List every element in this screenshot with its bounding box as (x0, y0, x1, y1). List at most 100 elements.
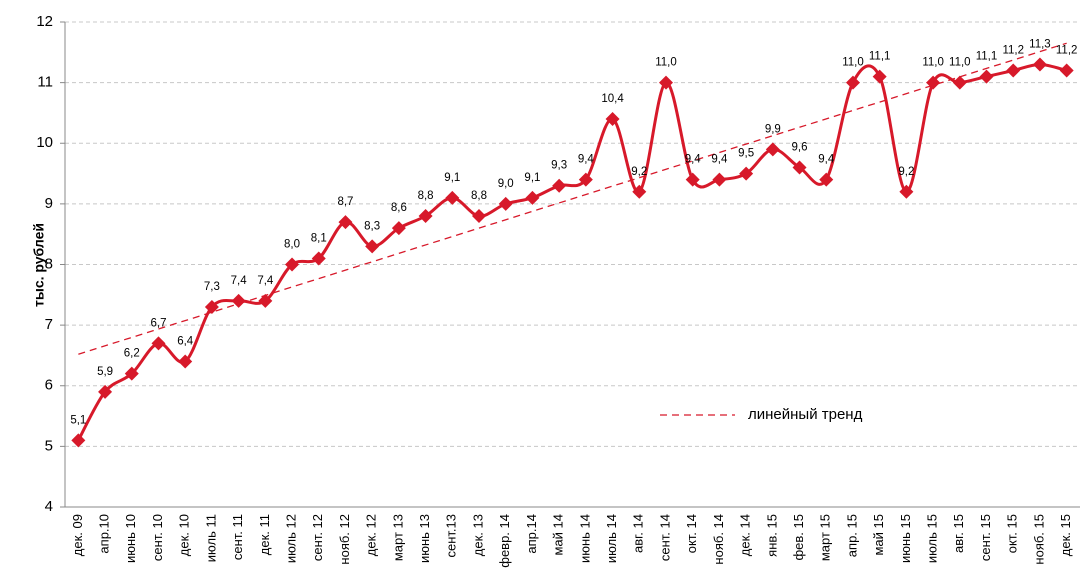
x-tick-label: авг. 15 (951, 514, 966, 553)
marker (124, 366, 139, 381)
y-tick-label: 7 (45, 316, 53, 333)
data-label: 9,6 (792, 142, 808, 154)
y-axis-title: тыс. рублей (31, 223, 47, 307)
data-label: 9,2 (898, 166, 914, 178)
data-label: 9,1 (524, 172, 540, 184)
marker (979, 69, 994, 84)
data-label: 11,0 (949, 57, 971, 69)
marker (98, 384, 113, 399)
x-tick-label: янв. 15 (764, 514, 779, 557)
data-label: 8,3 (364, 220, 380, 232)
marker (632, 184, 647, 199)
marker (1006, 63, 1021, 78)
x-tick-label: дек. 13 (470, 514, 485, 556)
marker (472, 209, 487, 223)
x-tick-label: сент. 11 (230, 514, 245, 560)
marker (365, 239, 380, 254)
x-tick-label: июль 15 (925, 514, 940, 563)
x-tick-label: апр.14 (524, 514, 539, 554)
trend-line (78, 42, 1067, 355)
marker (658, 75, 673, 90)
marker (231, 293, 246, 308)
x-tick-label: сент. 12 (310, 514, 325, 561)
marker (872, 69, 887, 84)
data-label: 6,4 (177, 336, 194, 348)
x-tick-label: дек. 14 (738, 514, 753, 556)
data-label: 9,3 (551, 160, 567, 172)
marker (445, 190, 460, 205)
y-tick-label: 6 (45, 377, 53, 394)
data-label: 8,1 (311, 232, 327, 244)
x-tick-label: окт. 14 (684, 514, 699, 553)
data-label: 11,0 (922, 57, 944, 69)
legend-label: линейный тренд (748, 406, 863, 423)
x-tick-label: окт. 15 (1005, 514, 1020, 553)
x-tick-label: авг. 14 (631, 514, 646, 553)
marker (1032, 57, 1047, 72)
marker (605, 112, 620, 126)
y-tick-label: 4 (45, 498, 53, 515)
data-label: 11,0 (842, 57, 864, 69)
x-tick-label: сент. 10 (150, 514, 165, 561)
data-label: 7,4 (231, 275, 248, 287)
x-tick-label: сент. 15 (978, 514, 993, 561)
marker (952, 75, 967, 90)
data-label: 9,5 (738, 148, 754, 160)
data-label: 11,0 (655, 57, 677, 69)
data-label: 9,1 (444, 172, 460, 184)
data-label: 5,9 (97, 366, 113, 378)
data-label: 6,2 (124, 348, 140, 360)
x-tick-label: март 13 (390, 514, 405, 561)
x-tick-label: июль 12 (283, 514, 298, 563)
data-label: 9,2 (631, 166, 647, 178)
data-label: 8,6 (391, 202, 407, 214)
data-label: 10,4 (601, 93, 624, 105)
x-tick-label: июль 14 (604, 514, 619, 563)
marker (926, 75, 941, 90)
marker (391, 221, 406, 236)
data-label: 9,4 (685, 154, 702, 166)
marker (765, 142, 780, 157)
data-label: 5,1 (70, 414, 86, 426)
x-tick-label: май 15 (871, 514, 886, 556)
marker (899, 184, 914, 199)
y-tick-label: 12 (36, 13, 53, 30)
data-label: 11,1 (976, 51, 998, 63)
x-tick-label: март 15 (818, 514, 833, 561)
x-tick-label: нояб. 12 (337, 514, 352, 565)
marker (578, 172, 593, 187)
y-tick-label: 11 (37, 74, 53, 91)
data-label: 8,8 (418, 190, 434, 202)
marker (178, 354, 193, 369)
data-label: 9,4 (711, 154, 728, 166)
marker (311, 251, 326, 266)
marker (845, 75, 860, 90)
x-tick-label: июнь 15 (898, 514, 913, 563)
marker (819, 172, 834, 187)
marker (338, 215, 353, 230)
x-tick-label: сент.13 (444, 514, 459, 558)
y-tick-label: 10 (36, 134, 53, 151)
x-tick-label: нояб. 15 (1031, 514, 1046, 565)
y-tick-label: 8 (45, 255, 53, 272)
x-tick-label: февр. 14 (497, 514, 512, 568)
x-tick-label: нояб. 14 (711, 514, 726, 565)
x-tick-label: июнь 13 (417, 514, 432, 563)
x-tick-label: апр.10 (97, 514, 112, 554)
marker (151, 336, 166, 351)
x-tick-label: дек. 15 (1058, 514, 1073, 556)
marker (258, 293, 273, 308)
marker (285, 257, 300, 272)
marker (712, 172, 727, 187)
data-label: 11,2 (1056, 45, 1078, 57)
x-tick-label: апр. 15 (844, 514, 859, 557)
data-label: 8,7 (337, 196, 353, 208)
marker (71, 433, 86, 448)
marker (418, 209, 433, 223)
y-tick-label: 9 (45, 195, 53, 212)
marker (685, 172, 700, 187)
x-tick-label: дек. 09 (70, 514, 85, 556)
data-label: 8,8 (471, 190, 487, 202)
x-tick-label: дек. 10 (177, 514, 192, 556)
